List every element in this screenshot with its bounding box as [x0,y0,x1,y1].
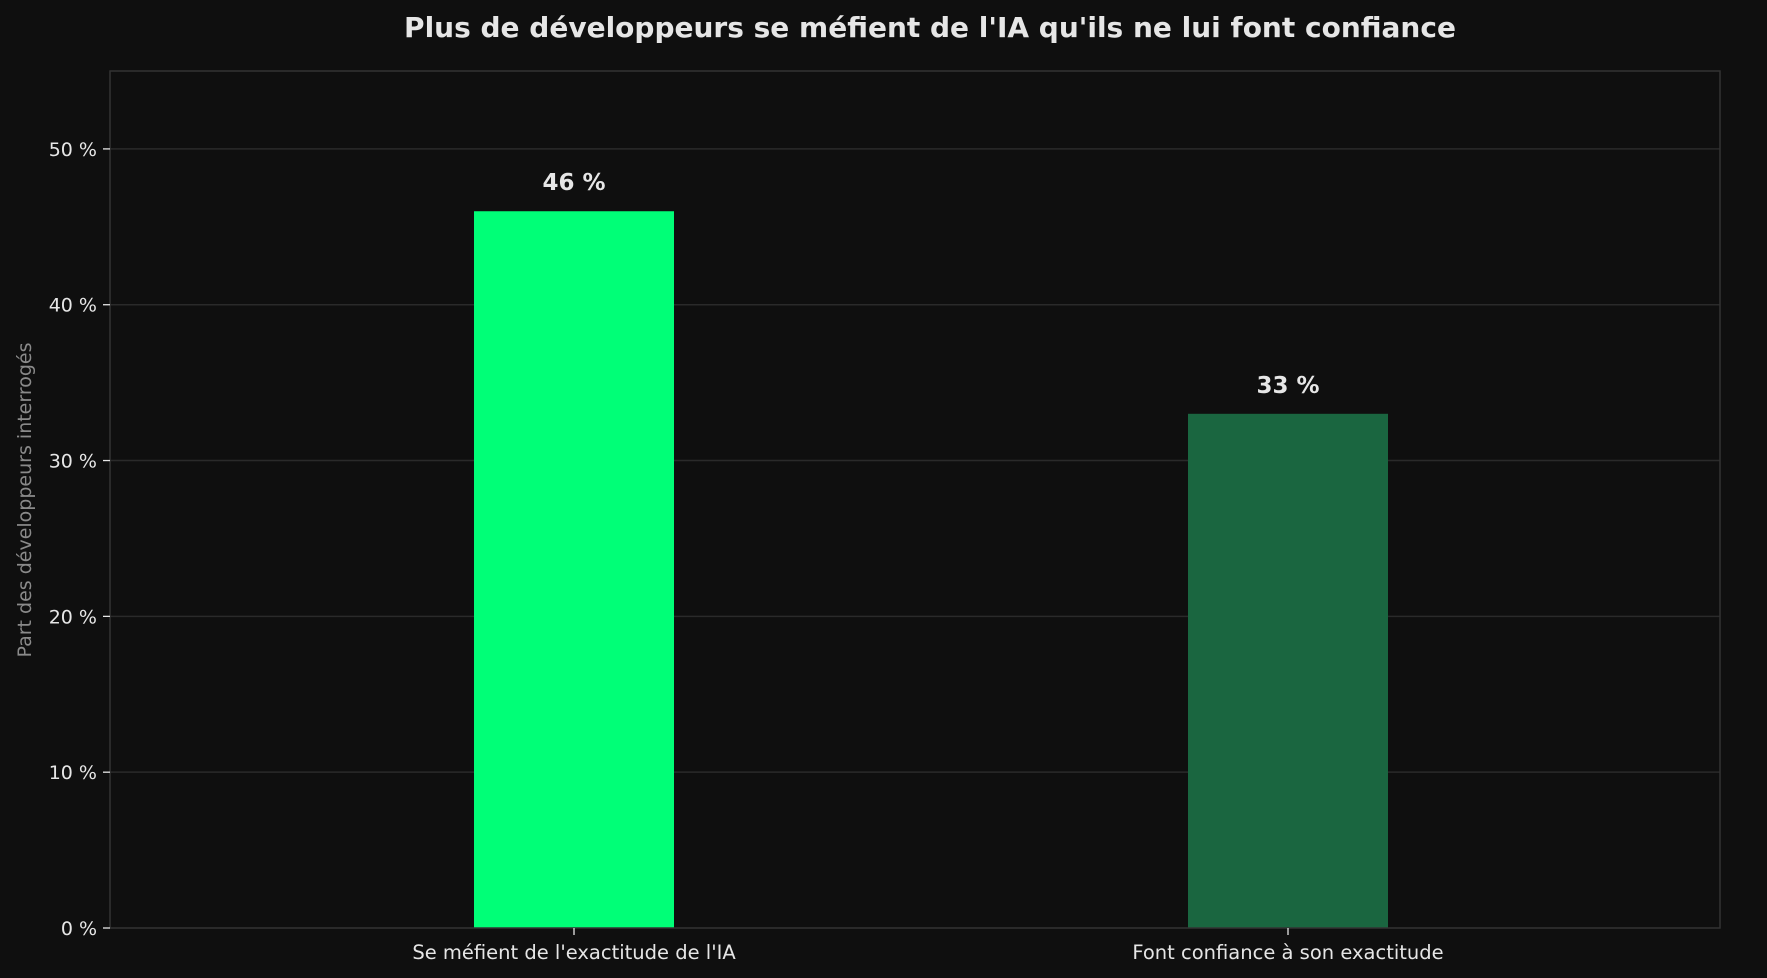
y-tick-label: 30 % [49,451,97,473]
gridlines [110,148,1720,773]
y-tick-label: 50 % [49,139,97,161]
y-tick-label: 0 % [61,918,97,940]
x-tick-label: Se méfient de l'exactitude de l'IA [412,941,736,964]
plot-frame [109,70,1721,929]
bar-value-label: 33 % [1256,373,1319,399]
bars [474,211,1388,929]
y-axis-label: Part des développeurs interrogés [14,342,36,657]
y-tick-label: 40 % [49,295,97,317]
y-axis: 0 % 10 % 20 % 30 % 40 % 50 % [49,139,110,940]
x-tick-label: Font confiance à son exactitude [1132,941,1443,964]
value-labels: 46 % 33 % [542,170,1319,399]
bar-value-label: 46 % [542,170,605,196]
y-tick-label: 10 % [49,762,97,784]
x-axis: Se méfient de l'exactitude de l'IA Font c… [412,928,1444,964]
bar [1188,413,1388,928]
y-tick-label: 20 % [49,606,97,628]
chart-title: Plus de développeurs se méfient de l'IA … [404,11,1456,44]
bar [474,211,674,929]
